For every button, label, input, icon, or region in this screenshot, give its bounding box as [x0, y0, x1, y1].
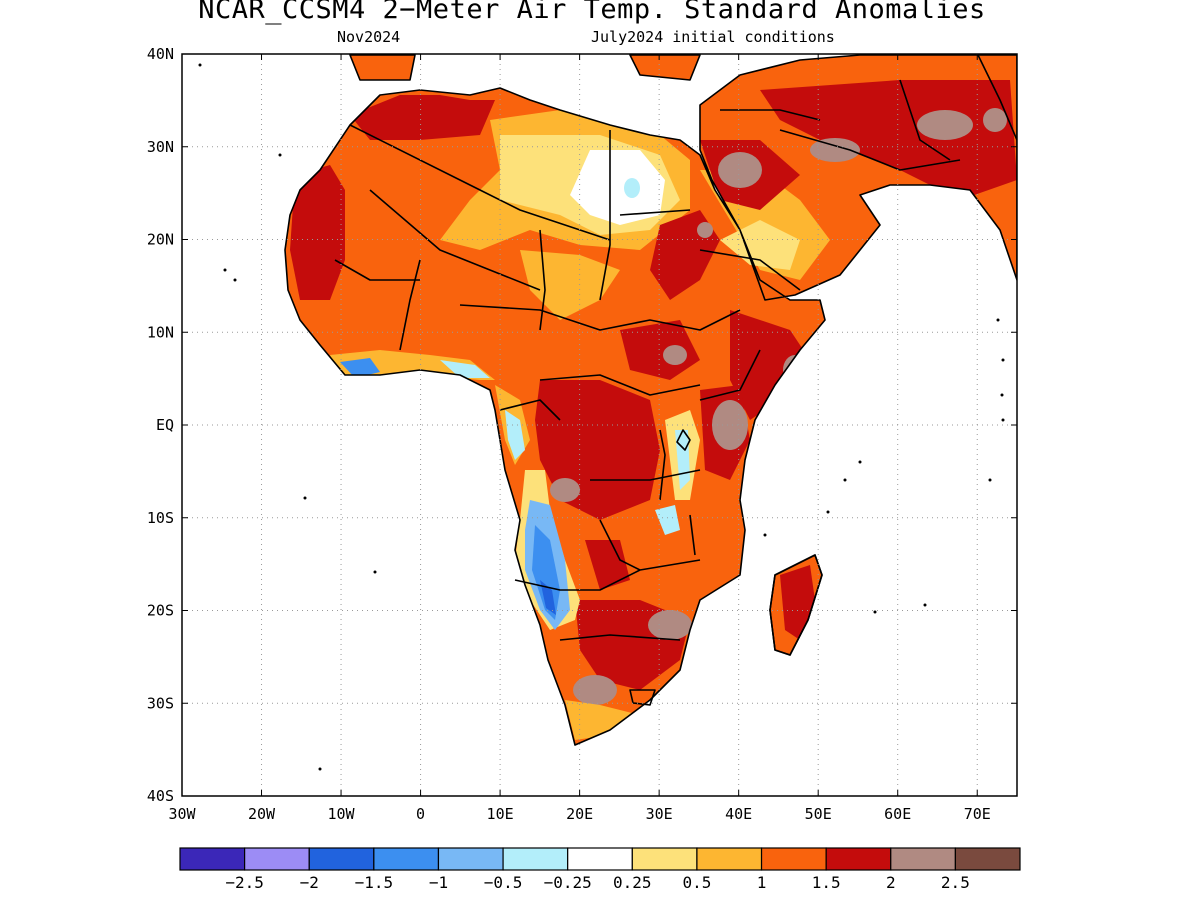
- color-legend-labels: −2.5 −2 −1.5 −1 −0.5 −0.25 0.25 0.5 1 1.5 2 2.5: [225, 873, 969, 892]
- lat-label: 30N: [147, 138, 174, 156]
- axis-ticks: [181, 53, 1017, 797]
- initial-conditions: July2024 initial conditions: [591, 28, 835, 46]
- lon-label: 10E: [487, 805, 514, 823]
- lon-label: 10W: [328, 805, 356, 823]
- legend-swatch: [179, 847, 246, 871]
- legend-label: −2.5: [225, 873, 264, 892]
- legend-label: −1.5: [355, 873, 394, 892]
- lon-label: 0: [416, 805, 425, 823]
- legend-label: 2: [886, 873, 896, 892]
- legend-swatch: [696, 847, 763, 871]
- legend-label: −2: [300, 873, 319, 892]
- legend-label: 0.5: [682, 873, 711, 892]
- graticule: [182, 54, 1017, 796]
- lon-label: 30W: [168, 805, 196, 823]
- legend-label: 1.5: [812, 873, 841, 892]
- lon-label: 20E: [566, 805, 593, 823]
- lon-label: 30E: [646, 805, 673, 823]
- lon-label: 70E: [964, 805, 991, 823]
- lat-label: 20S: [147, 602, 174, 620]
- lat-label: EQ: [156, 416, 174, 434]
- legend-swatch: [890, 847, 956, 871]
- legend-swatch: [954, 847, 1021, 871]
- legend-label: 2.5: [941, 873, 970, 892]
- latitude-labels: 40N 30N 20N 10N EQ 10S 20S 30S 40S: [147, 45, 174, 805]
- legend-label: 0.25: [613, 873, 652, 892]
- lon-label: 20W: [248, 805, 276, 823]
- lat-label: 10N: [147, 323, 174, 341]
- legend-swatch: [308, 847, 375, 871]
- lon-label: 40E: [725, 805, 752, 823]
- legend-swatch: [567, 847, 633, 871]
- legend-label: −1: [429, 873, 448, 892]
- legend-swatch: [373, 847, 440, 871]
- color-legend: [179, 847, 1021, 871]
- legend-label: −0.5: [484, 873, 523, 892]
- lat-label: 40S: [147, 787, 174, 805]
- lat-label: 20N: [147, 231, 174, 249]
- lat-label: 40N: [147, 45, 174, 63]
- forecast-month: Nov2024: [337, 28, 401, 46]
- lat-label: 30S: [147, 694, 174, 712]
- lon-label: 60E: [884, 805, 911, 823]
- map-title: NCAR_CCSM4 2−Meter Air Temp. Standard An…: [198, 0, 986, 25]
- legend-swatch: [825, 847, 892, 871]
- legend-swatch: [760, 847, 827, 871]
- legend-swatch: [502, 847, 569, 871]
- legend-swatch: [631, 847, 698, 871]
- legend-label: 1: [757, 873, 767, 892]
- lon-label: 50E: [805, 805, 832, 823]
- island-dots: [198, 63, 1005, 771]
- legend-swatch: [437, 847, 504, 871]
- legend-swatch: [244, 847, 310, 871]
- longitude-labels: 30W 20W 10W 0 10E 20E 30E 40E 50E 60E 70E: [168, 805, 990, 823]
- lat-label: 10S: [147, 509, 174, 527]
- legend-label: −0.25: [544, 873, 592, 892]
